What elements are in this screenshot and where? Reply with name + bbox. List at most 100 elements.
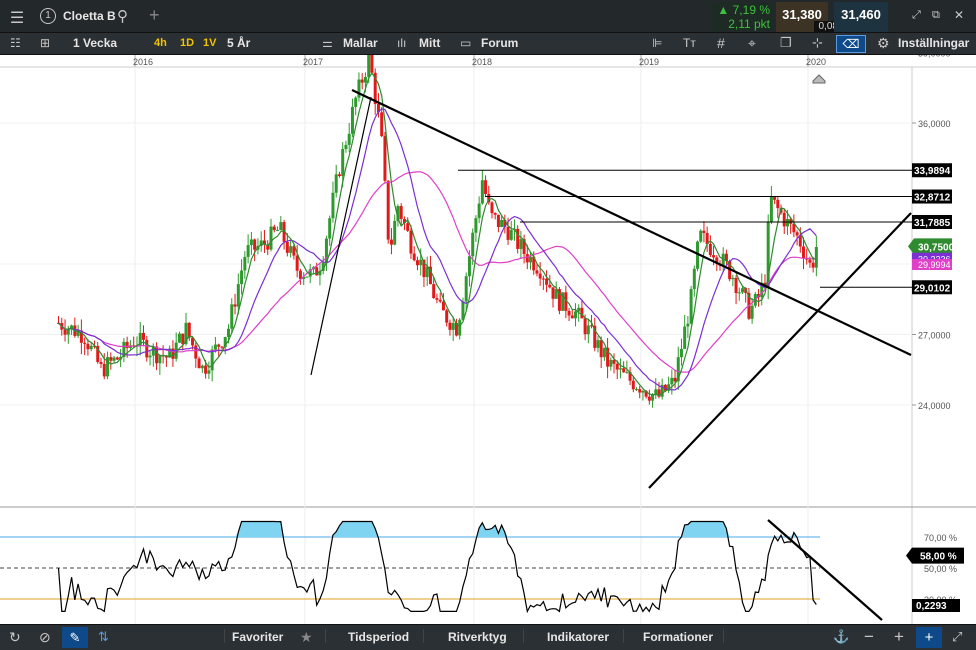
refresh-icon[interactable]: ↻ bbox=[9, 629, 21, 645]
crosshair-button[interactable]: + bbox=[916, 627, 942, 648]
candle-body bbox=[541, 278, 545, 280]
trendlines[interactable] bbox=[310, 89, 912, 489]
hamburger-menu-icon[interactable]: ☰ bbox=[9, 10, 25, 27]
candle-body bbox=[769, 196, 773, 222]
bid-box[interactable]: 31,380 bbox=[776, 2, 828, 32]
popout-icon[interactable]: ⧉ bbox=[932, 9, 940, 21]
period-selector[interactable]: 1 Vecka bbox=[73, 36, 118, 50]
info-circle-icon[interactable]: 1 bbox=[40, 8, 56, 24]
templates-button[interactable]: Mallar bbox=[343, 36, 378, 50]
minimize-icon[interactable]: ⤢ bbox=[912, 9, 921, 21]
target-icon[interactable]: ⊹ bbox=[812, 35, 823, 50]
indicators-icon[interactable]: ılı bbox=[397, 36, 407, 50]
candle-body bbox=[383, 136, 387, 181]
candle-body bbox=[148, 355, 152, 358]
candle-body bbox=[737, 292, 741, 294]
crosshair-icon[interactable]: ⌖ bbox=[748, 35, 756, 51]
ruler-icon[interactable]: ⊫ bbox=[652, 36, 663, 50]
x-axis-ticks: 2016 2017 2018 2019 2020 bbox=[133, 55, 826, 67]
candle-body bbox=[496, 214, 500, 227]
candle-body bbox=[230, 304, 234, 329]
candle-body bbox=[724, 253, 728, 262]
text-icon[interactable]: Tт bbox=[683, 36, 696, 50]
candle-body bbox=[435, 298, 439, 300]
candle-body bbox=[577, 307, 581, 312]
change-pct: ▲ 7,19 % bbox=[717, 3, 770, 17]
patterns-button[interactable]: Formationer bbox=[643, 630, 714, 644]
candle-body bbox=[776, 199, 780, 209]
forum-icon[interactable]: ▭ bbox=[460, 36, 472, 50]
candle-body bbox=[363, 76, 367, 83]
candle-body bbox=[380, 112, 384, 137]
candle-body bbox=[554, 289, 558, 299]
pencil-button[interactable]: ✎ bbox=[62, 627, 88, 648]
grid-icon[interactable]: # bbox=[717, 35, 725, 51]
interval-5ar[interactable]: 5 År bbox=[227, 36, 251, 50]
rsi-panel bbox=[0, 519, 883, 621]
settings-gear-icon[interactable]: ⚙ bbox=[877, 35, 890, 51]
candle-body bbox=[347, 133, 351, 145]
templates-icon[interactable]: ⚌ bbox=[322, 36, 333, 50]
candle-body bbox=[106, 357, 110, 377]
instrument-name[interactable]: Cloetta B bbox=[63, 9, 116, 23]
zoom-out-icon[interactable]: − bbox=[864, 627, 874, 646]
x-tick-label: 2020 bbox=[806, 57, 826, 67]
candle-body bbox=[370, 55, 374, 73]
top-bar: ☰ 1 Cloetta B ⚲ + ▲ 7,19 % 2,11 pkt 31,3… bbox=[0, 0, 976, 33]
candle-body bbox=[471, 232, 475, 257]
interval-4h[interactable]: 4h bbox=[154, 37, 167, 49]
event-marker bbox=[812, 74, 826, 84]
add-tab-button[interactable]: + bbox=[149, 5, 160, 25]
change-box: ▲ 7,19 % 2,11 pkt bbox=[712, 2, 774, 31]
search-icon[interactable]: ⚲ bbox=[117, 8, 128, 25]
settings-button[interactable]: Inställningar bbox=[898, 36, 970, 50]
time-period-button[interactable]: Tidsperiod bbox=[348, 630, 410, 644]
ask-box[interactable]: 31,460 bbox=[834, 2, 888, 32]
indicators-button[interactable]: Indikatorer bbox=[547, 630, 610, 644]
candle-body bbox=[432, 284, 436, 299]
candle-body bbox=[551, 287, 555, 299]
favorites-button[interactable]: Favoriter bbox=[232, 630, 284, 644]
candle-body bbox=[259, 240, 263, 246]
close-icon[interactable]: ✕ bbox=[954, 8, 965, 22]
level-label-box bbox=[912, 280, 952, 295]
sort-icon[interactable]: ⇅ bbox=[98, 629, 109, 644]
list-icon[interactable]: ☷ bbox=[10, 36, 21, 50]
tag-button[interactable]: ⌫ bbox=[836, 35, 866, 53]
copy-icon[interactable]: ❐ bbox=[780, 35, 792, 50]
candle-body bbox=[480, 180, 484, 204]
candle-body bbox=[204, 365, 208, 374]
trendline-resistance bbox=[351, 89, 912, 356]
anchor-icon[interactable]: ⚓ bbox=[833, 629, 850, 644]
interval-1d[interactable]: 1D bbox=[180, 37, 195, 49]
candle-body bbox=[702, 230, 706, 233]
mine-button[interactable]: Mitt bbox=[419, 36, 441, 50]
forum-button[interactable]: Forum bbox=[481, 36, 519, 50]
fullscreen-icon[interactable]: ⤢ bbox=[952, 629, 963, 644]
x-tick-label: 2016 bbox=[133, 57, 153, 67]
interval-1v[interactable]: 1V bbox=[203, 37, 217, 49]
layout-icon[interactable]: ⊞ bbox=[40, 36, 51, 50]
level-label-box bbox=[912, 189, 952, 204]
level-label-box bbox=[912, 163, 952, 178]
candle-body bbox=[373, 72, 377, 104]
trendline-2017-rise bbox=[310, 96, 372, 376]
candle-body bbox=[279, 222, 283, 231]
candle-body bbox=[538, 273, 542, 279]
candle-body bbox=[269, 226, 273, 250]
current-price-label: 30,7500 bbox=[918, 242, 955, 253]
drawing-tools-button[interactable]: Ritverktyg bbox=[448, 630, 507, 644]
candle-body bbox=[663, 384, 667, 391]
candle-body bbox=[461, 301, 465, 320]
zoom-in-icon[interactable]: + bbox=[894, 627, 904, 646]
candle-body bbox=[599, 340, 603, 358]
level-label: 32,8712 bbox=[914, 193, 951, 204]
candle-body bbox=[360, 79, 364, 83]
candle-body bbox=[181, 333, 185, 345]
ban-icon[interactable]: ⊘ bbox=[39, 629, 51, 645]
star-icon[interactable]: ★ bbox=[300, 629, 313, 645]
candle-body bbox=[567, 310, 571, 316]
candle-body bbox=[276, 230, 280, 232]
